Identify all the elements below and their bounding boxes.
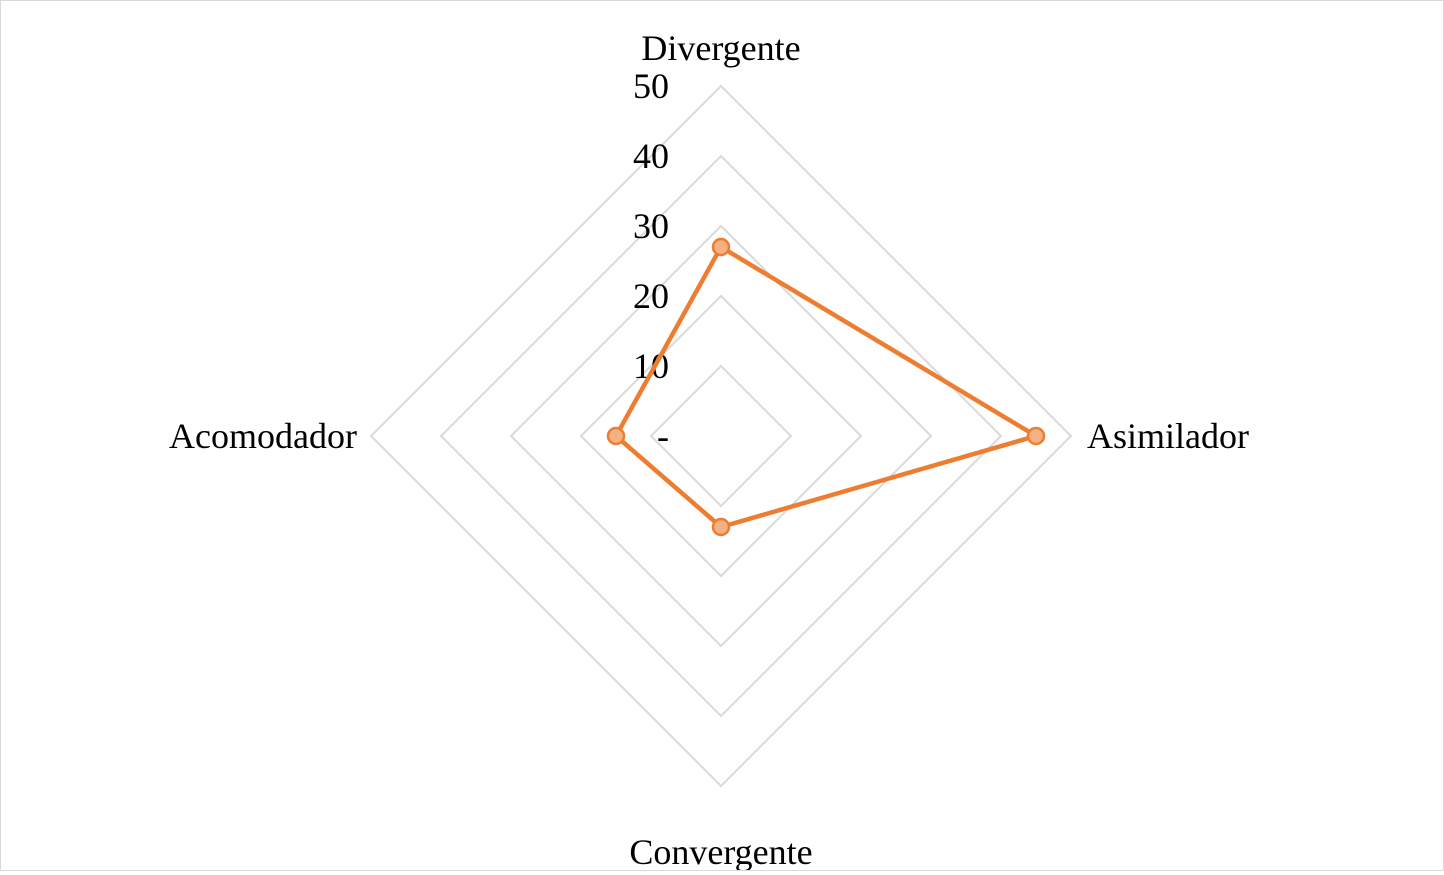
tick-label: 30 xyxy=(633,206,669,246)
grid-ring xyxy=(369,84,1073,788)
grid-ring xyxy=(649,364,793,508)
category-label: Asimilador xyxy=(1087,416,1249,456)
category-label: Acomodador xyxy=(169,416,357,456)
series-line xyxy=(613,244,1039,530)
tick-label: 20 xyxy=(633,276,669,316)
tick-label: 40 xyxy=(633,136,669,176)
data-point xyxy=(606,426,626,446)
category-label: Convergente xyxy=(629,832,812,870)
grid-ring xyxy=(509,224,933,648)
tick-label: - xyxy=(657,416,669,456)
tick-label: 50 xyxy=(633,66,669,106)
data-point xyxy=(711,517,731,537)
data-point xyxy=(711,237,731,257)
grid-ring xyxy=(439,154,1003,718)
grid-ring xyxy=(579,294,863,578)
category-label: Divergente xyxy=(641,28,800,68)
data-point xyxy=(1026,426,1046,446)
